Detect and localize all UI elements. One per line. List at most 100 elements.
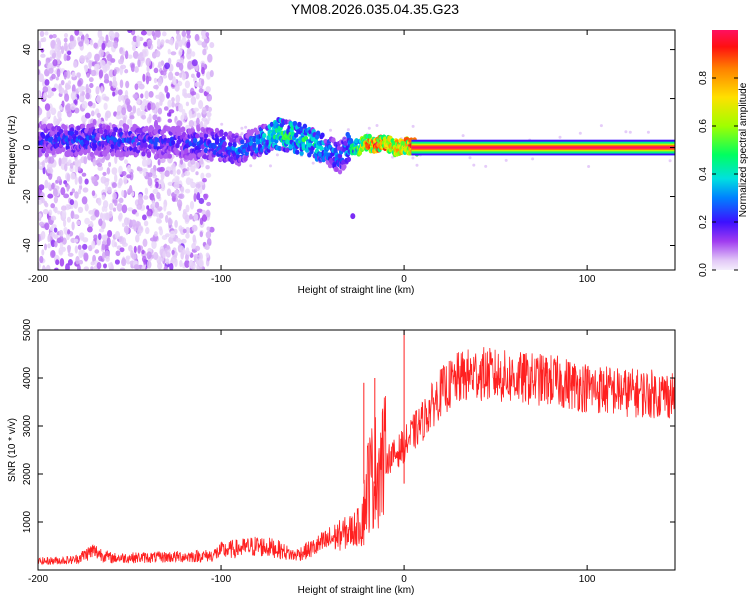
noise-cell xyxy=(142,214,147,221)
noise-cell xyxy=(182,208,187,215)
noise-cell xyxy=(126,164,132,173)
noise-cell xyxy=(184,112,188,121)
noise-cell xyxy=(41,160,46,169)
noise-cell xyxy=(118,177,123,187)
noise-cell xyxy=(137,225,144,234)
noise-cell xyxy=(205,86,211,93)
noise-cell xyxy=(194,245,201,252)
ridge-cell xyxy=(51,126,56,132)
noise-cell xyxy=(51,182,55,190)
noise-cell xyxy=(103,263,107,269)
noise-cell xyxy=(67,80,72,86)
ridge-cell xyxy=(219,129,224,135)
noise-cell xyxy=(198,258,204,268)
noise-cell xyxy=(89,39,94,46)
x-tick-label: 100 xyxy=(579,574,596,585)
ridge-cell xyxy=(69,127,75,133)
noise-cell xyxy=(472,163,476,167)
noise-cell xyxy=(411,156,415,160)
noise-cell xyxy=(90,266,94,270)
noise-cell xyxy=(103,96,109,101)
noise-cell xyxy=(193,188,198,195)
noise-cell xyxy=(123,175,128,185)
noise-cell xyxy=(113,199,118,207)
ridge-cell xyxy=(277,145,282,152)
noise-cell xyxy=(143,258,147,265)
noise-cell xyxy=(207,106,213,113)
noise-cell xyxy=(63,33,69,38)
noise-cell xyxy=(66,229,71,235)
ridge-cell xyxy=(144,125,149,131)
noise-cell xyxy=(127,188,133,194)
noise-cell xyxy=(38,40,42,50)
noise-cell xyxy=(504,158,508,162)
noise-cell xyxy=(133,264,140,270)
noise-cell xyxy=(164,85,169,93)
noise-cell xyxy=(96,261,102,270)
noise-cell xyxy=(558,135,562,139)
x-tick-label: 100 xyxy=(579,274,596,285)
noise-cell xyxy=(101,194,106,200)
ridge-cell xyxy=(180,126,186,132)
noise-cell xyxy=(240,132,244,136)
noise-cell xyxy=(181,72,187,81)
noise-cell xyxy=(84,203,89,212)
noise-cell xyxy=(73,60,78,68)
noise-cell xyxy=(70,91,77,101)
noise-cell xyxy=(200,159,204,165)
noise-cell xyxy=(51,73,56,80)
noise-cell xyxy=(152,212,157,217)
noise-cell xyxy=(200,30,207,37)
noise-cell xyxy=(179,159,184,165)
noise-cell xyxy=(158,212,164,219)
noise-cell xyxy=(56,176,62,182)
noise-cell xyxy=(144,187,149,196)
noise-cell xyxy=(101,234,108,241)
noise-cell xyxy=(52,33,57,39)
noise-cell xyxy=(40,230,46,240)
noise-cell xyxy=(51,87,57,92)
noise-cell xyxy=(88,210,95,215)
snr-y-ticks: 1000 2000 3000 4000 5000 xyxy=(22,318,675,533)
noise-cell xyxy=(127,54,133,59)
noise-cell xyxy=(161,31,167,37)
ridge-cell xyxy=(348,138,354,144)
noise-cell xyxy=(74,245,78,254)
spectrogram-heatmap xyxy=(38,30,675,270)
noise-cell xyxy=(61,205,67,212)
noise-cell xyxy=(205,209,211,218)
noise-cell xyxy=(188,120,195,127)
noise-cell xyxy=(114,31,119,38)
noise-cell xyxy=(174,40,180,50)
noise-cell xyxy=(60,79,65,86)
noise-cell xyxy=(275,153,279,157)
noise-cell xyxy=(155,94,160,99)
noise-cell xyxy=(63,218,67,228)
noise-cell xyxy=(83,156,88,165)
noise-cell xyxy=(311,161,315,165)
ridge-cell xyxy=(153,141,158,147)
noise-cell xyxy=(84,112,91,119)
noise-cell xyxy=(146,260,152,269)
noise-cell xyxy=(188,109,193,119)
noise-cell xyxy=(190,91,197,96)
noise-cell xyxy=(196,123,201,132)
noise-cell xyxy=(164,170,170,177)
ridge-cell xyxy=(200,144,205,150)
noise-cell xyxy=(183,92,189,99)
noise-cell xyxy=(207,116,211,122)
ridge-cell xyxy=(343,140,348,146)
noise-cell xyxy=(176,120,183,128)
ridge-cell xyxy=(177,130,182,136)
noise-cell xyxy=(43,116,49,122)
noise-cell xyxy=(198,197,205,205)
ridge-cell xyxy=(110,151,115,157)
ridge-cell xyxy=(255,130,260,136)
noise-cell xyxy=(193,254,199,259)
noise-cell xyxy=(160,171,165,181)
noise-cell xyxy=(176,169,181,175)
noise-cell xyxy=(56,118,61,125)
noise-cell xyxy=(156,167,163,173)
ridge-cell xyxy=(57,148,63,154)
noise-cell xyxy=(69,40,76,50)
